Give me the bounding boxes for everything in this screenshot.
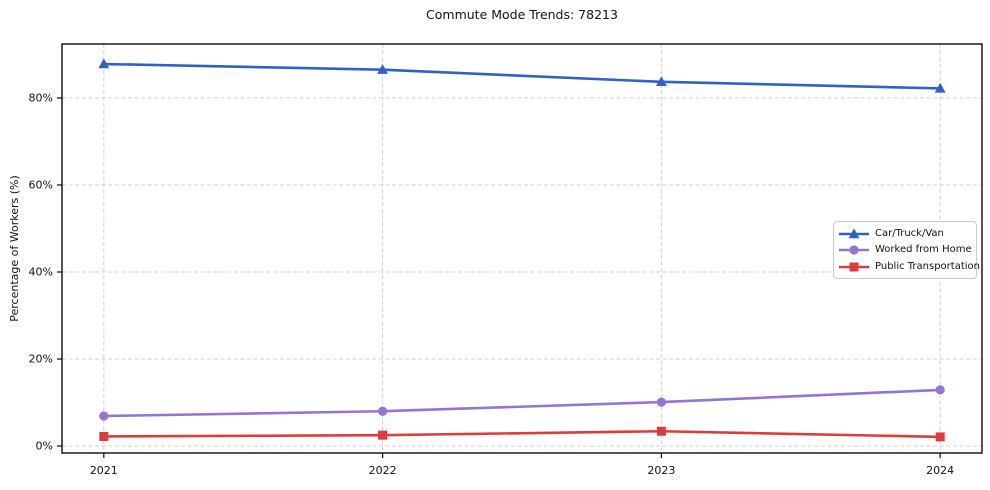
legend-sample [839,262,869,271]
y-tick-label: 20% [29,353,53,366]
legend-item-car-truck-van: Car/Truck/Van [838,227,972,241]
legend-item-public-transportation: Public Transportation [838,260,980,274]
circle-marker-icon [849,245,859,255]
x-tick-label: 2023 [647,464,675,477]
square-marker-icon [378,430,388,440]
x-tick-label: 2022 [369,464,397,477]
y-tick-label: 60% [29,178,53,191]
square-marker-icon [656,426,666,436]
triangle-marker-icon [934,82,946,93]
legend-item-label: Car/Truck/Van [875,227,944,239]
triangle-marker-icon [98,58,110,69]
legend-item-label: Worked from Home [875,244,972,255]
legend-item-label: Public Transportation [875,260,980,272]
series-line-worked-from-home [102,388,942,418]
y-tick-label: 0% [36,440,53,453]
triangle-marker-icon [377,64,389,74]
circle-marker-icon [99,411,109,421]
y-tick-label: 80% [29,91,53,104]
axes-frame [61,43,983,454]
square-marker-icon [849,262,859,271]
triangle-marker-icon [655,76,667,87]
square-marker-icon [935,432,945,442]
x-tick-label: 2021 [90,464,118,477]
series-line-car-truck-van [102,62,942,90]
legend-sample [839,227,869,238]
square-marker-icon [99,431,109,441]
circle-marker-icon [378,406,388,416]
triangle-marker-icon [848,227,860,238]
x-tick-label: 2024 [926,464,954,477]
chart-title: Commute Mode Trends: 78213 [426,7,618,22]
legend: Car/Truck/Van Worked from Home Public Tran… [833,221,980,279]
circle-marker-icon [656,397,666,407]
circle-marker-icon [935,385,945,395]
legend-sample [839,245,869,255]
legend-item-worked-from-home: Worked from Home [838,243,972,257]
y-tick-label: 40% [29,265,53,278]
series-line-public-transportation [102,429,942,439]
